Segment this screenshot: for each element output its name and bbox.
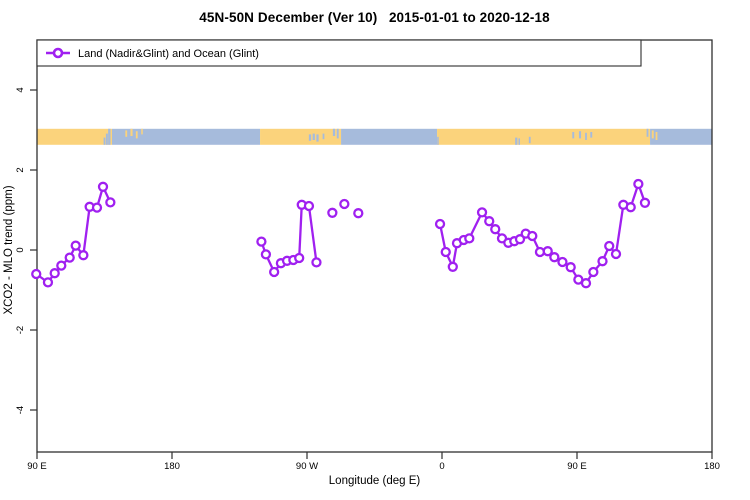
data-point [490, 224, 501, 235]
map-band-speckle-ocean [518, 138, 520, 145]
data-point [557, 256, 568, 268]
map-band-speckle-ocean [528, 136, 531, 144]
data-point [484, 216, 495, 227]
data-point [514, 234, 526, 245]
x-tick-label: 90 E [27, 461, 47, 472]
map-band-speckle-ocean [572, 132, 575, 139]
x-tick-label: 180 [164, 461, 180, 472]
data-point [56, 260, 67, 271]
data-point [311, 257, 322, 268]
data-point [49, 268, 60, 279]
data-point [527, 230, 538, 242]
map-band [37, 128, 712, 145]
data-point [542, 246, 553, 257]
map-band-speckle-ocean [322, 133, 325, 140]
data-point [31, 268, 42, 280]
data-point [464, 233, 475, 244]
map-band-speckle-ocean [316, 134, 319, 142]
map-band-speckle-land [130, 128, 133, 136]
data-point [327, 207, 338, 218]
data-point [434, 218, 446, 230]
y-tick-label: -4 [15, 406, 26, 414]
data-point [91, 202, 103, 213]
data-point [303, 200, 315, 212]
x-tick-label: 90 E [567, 461, 587, 472]
data-point [625, 202, 636, 213]
map-band-speckle-ocean [103, 137, 106, 145]
legend-marker-icon [52, 47, 64, 59]
legend-label: Land (Nadir&Glint) and Ocean (Glint) [78, 48, 259, 60]
map-band-speckle-ocean [646, 128, 649, 137]
y-tick-label: 2 [15, 167, 26, 172]
data-series [31, 178, 651, 289]
data-point [447, 261, 458, 272]
legend: Land (Nadir&Glint) and Ocean (Glint) [36, 39, 642, 67]
map-band-segment-land [37, 128, 112, 145]
data-point [633, 178, 644, 190]
map-band-segment-land [437, 128, 651, 145]
data-point [268, 266, 280, 278]
map-band-speckle-ocean [437, 136, 439, 145]
chart-title: 45N-50N December (Ver 10) 2015-01-01 to … [199, 10, 550, 25]
data-point [78, 250, 89, 261]
legend-box [36, 39, 642, 67]
map-band-speckle-ocean [578, 131, 582, 139]
map-band-speckle-land [651, 130, 654, 139]
data-point [105, 197, 116, 208]
series-segment-line [35, 185, 112, 284]
map-band-speckle-ocean [590, 132, 593, 138]
map-band-segment-ocean [650, 128, 712, 145]
data-point [476, 207, 488, 218]
data-point [604, 240, 615, 252]
data-point [339, 198, 350, 210]
data-point [353, 208, 364, 219]
data-point [588, 266, 599, 278]
data-point [549, 252, 560, 263]
map-band-speckle-land [141, 128, 143, 135]
map-band-speckle-land [655, 132, 658, 140]
x-tick-label: 180 [704, 461, 720, 472]
map-band-speckle-ocean [515, 137, 518, 145]
data-point [639, 197, 651, 208]
map-band-segment-ocean [341, 128, 438, 145]
data-point [294, 252, 305, 264]
data-point [42, 277, 54, 288]
y-tick-label: 4 [15, 87, 26, 92]
data-point [440, 246, 451, 258]
data-point [597, 256, 608, 267]
map-band-speckle-ocean [308, 134, 312, 141]
map-band-speckle-ocean [312, 133, 315, 140]
map-band-speckle-land [125, 130, 128, 137]
map-band-speckle-ocean [336, 128, 339, 139]
y-tick-label: 0 [15, 247, 26, 252]
map-band-speckle-ocean [108, 128, 111, 145]
map-band-segment-land [260, 128, 342, 145]
data-point [64, 252, 75, 263]
axes: 90 E 180 90 W 0 90 E 180 -4 -2 0 2 4 Longitude (deg… [3, 87, 720, 487]
y-axis-title: XCO2 - MLO trend (ppm) [3, 185, 15, 314]
y-tick-label: -2 [15, 326, 26, 334]
map-band-segment-ocean [112, 128, 261, 145]
x-axis-title: Longitude (deg E) [329, 475, 421, 487]
x-tick-label: 0 [439, 461, 444, 472]
data-point [256, 236, 267, 247]
x-tick-label: 90 W [296, 461, 318, 472]
data-point [70, 240, 81, 251]
map-band-speckle-ocean [105, 133, 108, 145]
map-band-speckle-ocean [585, 132, 587, 140]
map-band-speckle-land [135, 131, 138, 139]
data-point [580, 278, 592, 289]
data-point [610, 248, 622, 260]
data-point [565, 262, 576, 273]
map-band-speckle-ocean [332, 128, 336, 136]
data-point [97, 181, 109, 192]
data-point [260, 249, 272, 260]
